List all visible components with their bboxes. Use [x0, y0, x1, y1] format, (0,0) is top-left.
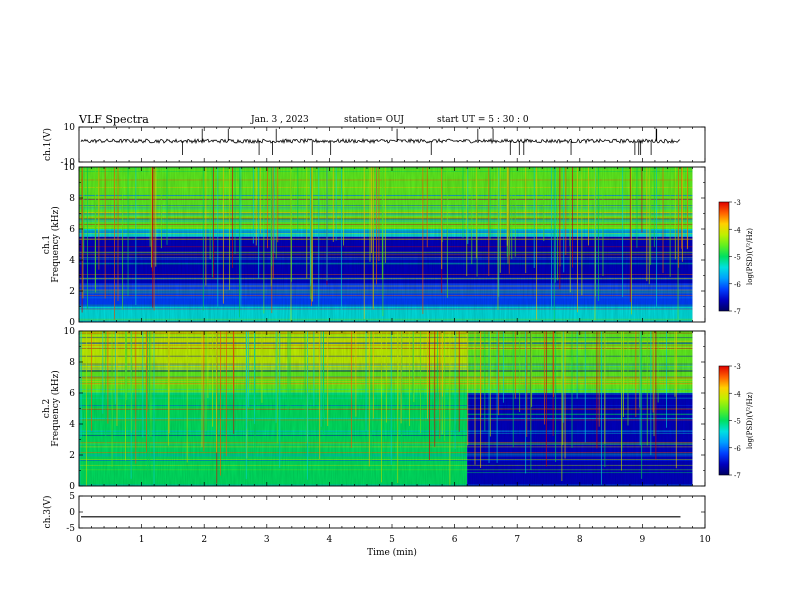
- colorbar-tick-label-ch2: -4: [734, 390, 741, 398]
- colorbar-tick-label-ch1: -4: [734, 226, 741, 234]
- colorbar-tick-label-ch1: -3: [734, 199, 741, 207]
- colorbar-tick-label-ch1: -6: [734, 281, 741, 289]
- xtick-label: 6: [452, 535, 458, 545]
- ytick-label-s1: 8: [69, 194, 75, 204]
- xtick-label: 9: [640, 535, 646, 545]
- ytick-label-ch3: 5: [69, 492, 75, 502]
- colorbar-tick-label-ch1: -5: [734, 254, 741, 262]
- ytick-label-s2: 8: [69, 358, 75, 368]
- ytick-label-s1: 2: [69, 287, 75, 297]
- ytick-label-ch3: -5: [66, 524, 75, 534]
- ytick-label-s1: 10: [64, 163, 76, 173]
- colorbar-label-ch1: log(PSD)(V²/Hz): [746, 228, 754, 285]
- chart-title: VLF Spectra: [79, 113, 149, 126]
- colorbar-tick-label-ch2: -6: [734, 445, 741, 453]
- spec-noise: [79, 331, 693, 486]
- colorbar-tick-label-ch1: -7: [734, 308, 741, 316]
- xtick-label: 4: [327, 535, 333, 545]
- x-axis-label: Time (min): [367, 547, 417, 558]
- ch1-spectrogram: [79, 167, 693, 322]
- ylabel-s1: Frequency (kHz): [50, 206, 61, 283]
- channel-label-s2: ch.2: [42, 399, 52, 418]
- start-ut-label: start UT = 5 : 30 : 0: [437, 115, 529, 125]
- ytick-label-s2: 10: [64, 327, 76, 337]
- colorbar-ch1: [718, 201, 730, 312]
- colorbar-label-ch2: log(PSD)(V²/Hz): [746, 392, 754, 449]
- ytick-label-ch1: -10: [61, 158, 76, 168]
- colorbar-tick-label-ch2: -3: [734, 363, 741, 371]
- colorbar-ch2: [718, 365, 730, 476]
- colorbar-tick-label-ch2: -5: [734, 418, 741, 426]
- xtick-label: 3: [264, 535, 270, 545]
- colorbar-tick-label-ch2: -7: [734, 472, 741, 480]
- xtick-label: 7: [514, 535, 520, 545]
- ytick-label-ch3: 0: [69, 508, 75, 518]
- ytick-label-s1: 6: [69, 225, 75, 235]
- station-label: station= OUJ: [344, 115, 405, 125]
- ytick-label-s2: 4: [69, 420, 75, 430]
- xtick-label: 2: [201, 535, 207, 545]
- ytick-label-s2: 0: [69, 482, 75, 492]
- xtick-label: 1: [139, 535, 145, 545]
- frame-ch1: [78, 126, 706, 163]
- ytick-label-s2: 2: [69, 451, 75, 461]
- xtick-label: 5: [389, 535, 395, 545]
- frame-ch3: [78, 495, 706, 529]
- xtick-label: 0: [76, 535, 82, 545]
- ch1-waveform-line: [80, 137, 681, 145]
- ytick-label-s1: 0: [69, 318, 75, 328]
- xtick-label: 10: [699, 535, 711, 545]
- spec-noise: [79, 167, 693, 322]
- date-label: Jan. 3 , 2023: [251, 115, 309, 125]
- ytick-label-s1: 4: [69, 256, 75, 266]
- ylabel-ch1: ch.1(V): [42, 128, 53, 161]
- ch2-spectrogram: [79, 331, 693, 486]
- ylabel-s2: Frequency (kHz): [50, 370, 61, 447]
- ytick-label-ch1: 10: [64, 123, 76, 133]
- ylabel-ch3: ch.3(V): [42, 496, 53, 529]
- xtick-label: 8: [577, 535, 583, 545]
- channel-label-s1: ch.1: [42, 235, 52, 254]
- ytick-label-s2: 6: [69, 389, 75, 399]
